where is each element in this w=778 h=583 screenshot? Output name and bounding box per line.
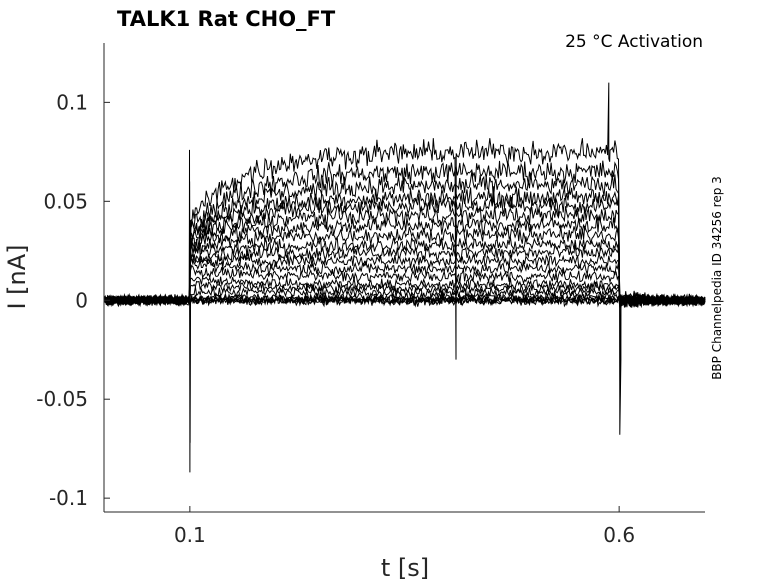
current-trace-8 (103, 276, 706, 307)
chart-title: TALK1 Rat CHO_FT (117, 7, 336, 31)
current-trace-16 (103, 205, 706, 308)
current-trace-9 (103, 264, 706, 308)
y-tick-label: 0.1 (56, 90, 88, 114)
y-tick-label: 0.05 (43, 189, 88, 213)
current-trace-7 (103, 280, 706, 307)
channelpedia-id-label: BBP Channelpedia ID 34256 rep 3 (710, 176, 724, 380)
current-trace-17 (103, 193, 706, 309)
y-tick-label: 0 (75, 288, 88, 312)
current-trace-13 (103, 236, 706, 309)
current-trace-14 (103, 225, 706, 308)
current-trace-12 (103, 244, 706, 308)
y-tick-label: -0.05 (36, 387, 88, 411)
current-trace-19 (103, 171, 706, 308)
x-tick-label: 0.6 (603, 523, 635, 547)
condition-annotation: 25 °C Activation (565, 32, 703, 52)
x-tick-label: 0.1 (174, 523, 206, 547)
x-ticks: 0.1 0.6 (174, 506, 635, 547)
x-axis-label: t [s] (381, 554, 429, 582)
y-tick-label: -0.1 (49, 486, 88, 510)
current-trace-4 (103, 293, 706, 308)
current-trace-10 (103, 256, 706, 307)
current-trace-21 (103, 82, 706, 473)
current-traces (103, 82, 706, 473)
current-trace-20 (103, 160, 706, 308)
y-ticks: -0.1 -0.05 0 0.05 0.1 (36, 90, 110, 510)
current-trace-5 (103, 290, 706, 307)
current-trace-11 (103, 253, 706, 308)
y-axis-label: I [nA] (3, 244, 31, 309)
axes (103, 43, 705, 513)
